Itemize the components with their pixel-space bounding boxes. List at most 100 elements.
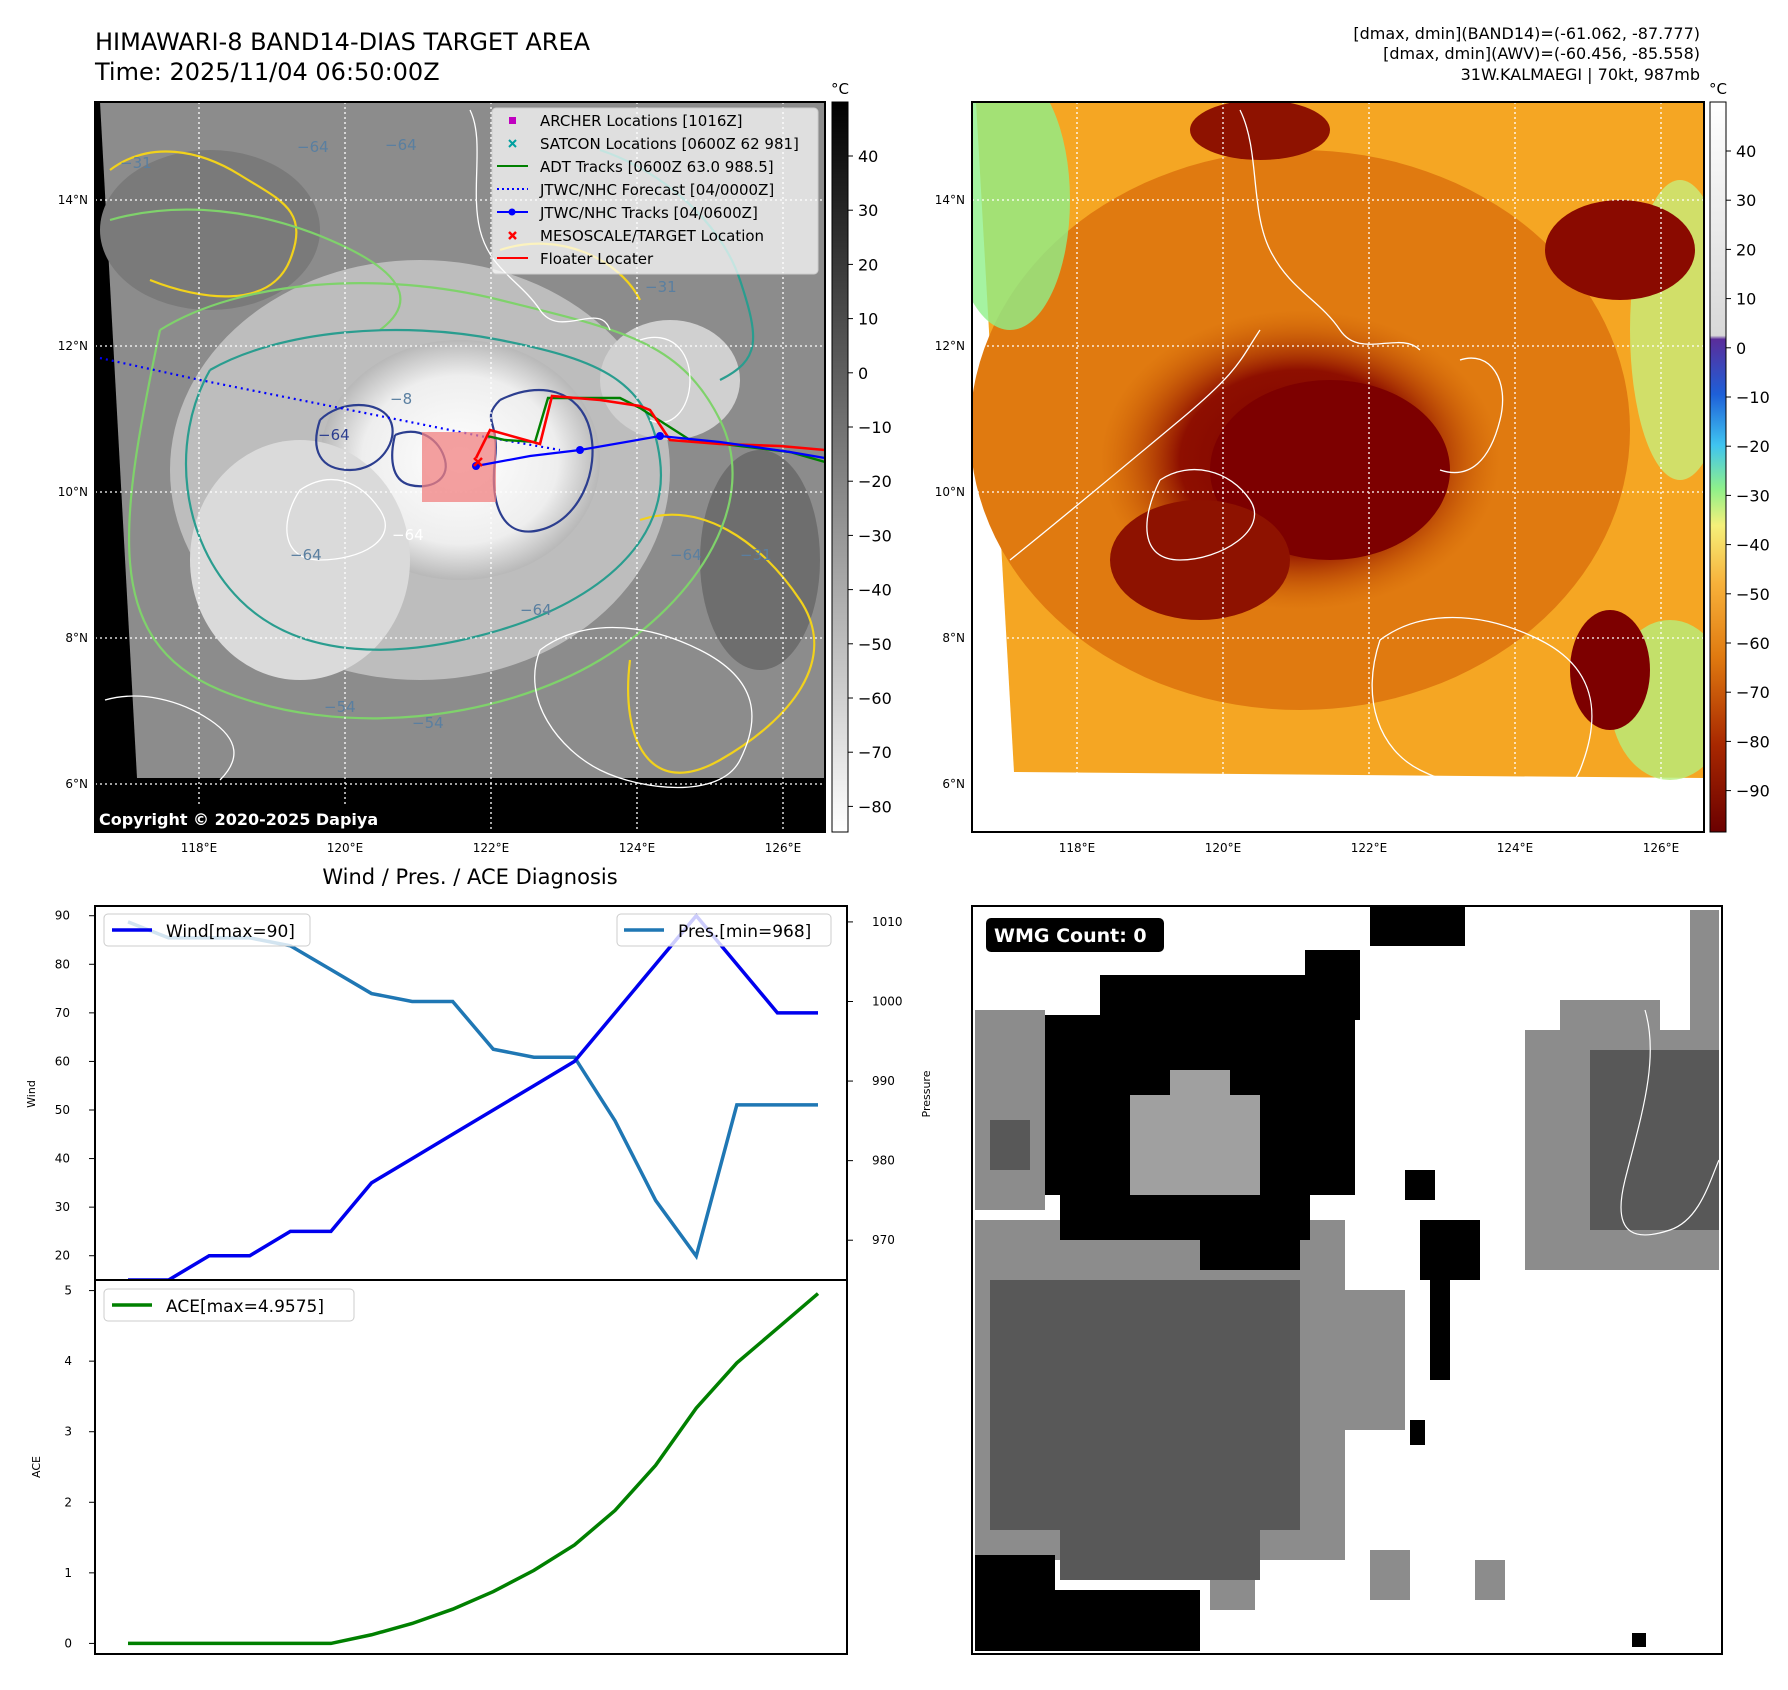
pressure-tick-label: 980 bbox=[872, 1154, 895, 1168]
copyright-bg bbox=[95, 806, 407, 832]
wv-colorbar-unit: °C bbox=[1709, 80, 1727, 98]
wv-colorbar: °C 40 30 20 10 0 −10 −20 −30 −40 −50 −60 −70 −80 −90 bbox=[1709, 80, 1770, 833]
contour-label: −64 bbox=[520, 601, 552, 619]
colorbar-tick-label: 40 bbox=[1736, 142, 1756, 161]
legend-label: Floater Locater bbox=[540, 250, 654, 268]
colorbar-tick-label: 0 bbox=[858, 364, 868, 383]
contour-green-1 bbox=[128, 282, 734, 720]
wmg-cell bbox=[1370, 1550, 1410, 1600]
wind-tick-label: 80 bbox=[55, 957, 70, 971]
ir-colorbar-ticks: 40 30 20 10 0 −10 −20 −30 −40 −50 −60 −70 −80 bbox=[848, 147, 892, 816]
wmg-cell bbox=[1690, 910, 1719, 1030]
legend-box bbox=[491, 107, 819, 275]
lon-tick-label: 120°E bbox=[327, 841, 364, 855]
legend-floater: Floater Locater bbox=[497, 250, 654, 268]
colorbar-tick-label: −40 bbox=[858, 581, 892, 600]
colorbar-tick-label: −50 bbox=[858, 635, 892, 654]
wmg-cell bbox=[1050, 1590, 1200, 1651]
contour-green-2 bbox=[109, 208, 402, 331]
colorbar-tick-label: 30 bbox=[858, 201, 878, 220]
lat-tick-label: 6°N bbox=[942, 777, 965, 791]
wind-tick-label: 50 bbox=[55, 1103, 70, 1117]
pressure-legend-label: Pres.[min=968] bbox=[678, 922, 811, 942]
coast-leyte bbox=[1439, 357, 1504, 474]
ir-lon-labels: 118°E 120°E 122°E 124°E 126°E bbox=[181, 841, 802, 855]
lon-tick-label: 118°E bbox=[1059, 841, 1096, 855]
wmg-cell bbox=[1130, 1095, 1260, 1195]
lon-tick-label: 122°E bbox=[1351, 841, 1388, 855]
pressure-legend: Pres.[min=968] bbox=[616, 913, 832, 947]
ir-legend: ARCHER Locations [1016Z] SATCON Location… bbox=[491, 107, 819, 275]
wmg-cell bbox=[1305, 950, 1360, 1020]
colorbar-tick-label: −80 bbox=[858, 797, 892, 816]
pressure-tick-label: 970 bbox=[872, 1233, 895, 1247]
colorbar-tick-label: −50 bbox=[1736, 585, 1770, 604]
ir-dry-slot bbox=[700, 450, 820, 670]
wv-dark-se bbox=[1570, 610, 1650, 730]
wmg-cell bbox=[975, 1010, 1045, 1210]
contour-label: −64 bbox=[385, 136, 417, 154]
ir-panel: −64 −64 −64 −64 −64 −64 −54 −54 −31 −31 … bbox=[94, 101, 826, 833]
ir-cold-cloud-west bbox=[190, 440, 410, 680]
colorbar-tick-label: 20 bbox=[858, 255, 878, 274]
wind-axis-label: Wind bbox=[25, 1080, 38, 1108]
wmg-cell bbox=[1405, 1170, 1435, 1200]
wmg-cell bbox=[1060, 1530, 1260, 1580]
legend-adt: ADT Tracks [0600Z 63.0 988.5] bbox=[497, 158, 774, 176]
wmg-cell bbox=[1100, 975, 1330, 1025]
legend-label: SATCON Locations [0600Z 62 981] bbox=[540, 135, 799, 153]
colorbar-tick-label: −60 bbox=[1736, 634, 1770, 653]
ace-frame bbox=[94, 1279, 848, 1655]
colorbar-tick-label: −20 bbox=[858, 472, 892, 491]
lon-tick-label: 126°E bbox=[1643, 841, 1680, 855]
lon-tick-label: 120°E bbox=[1205, 841, 1242, 855]
contour-label: −64 bbox=[392, 526, 424, 544]
ir-colorbar-unit: °C bbox=[831, 80, 849, 98]
dot-marker-icon bbox=[508, 208, 516, 216]
contour-label: −31 bbox=[740, 546, 772, 564]
pressure-yticks: 1010 1000 990 980 970 bbox=[847, 915, 903, 1247]
contour-label: −8 bbox=[390, 390, 412, 408]
wmg-cell bbox=[1430, 1270, 1450, 1380]
coast-panay bbox=[1146, 468, 1256, 561]
coast-panay bbox=[286, 478, 386, 561]
lat-tick-label: 8°N bbox=[65, 631, 88, 645]
contour-teal-1 bbox=[184, 328, 663, 651]
wmg-cell bbox=[1560, 1000, 1660, 1040]
pressure-axis-label: Pressure bbox=[920, 1070, 933, 1117]
wv-dark-sw bbox=[1110, 500, 1290, 620]
wind-pressure-frame bbox=[94, 905, 848, 1281]
colorbar-tick-label: −80 bbox=[1736, 732, 1770, 751]
wv-frame bbox=[971, 101, 1705, 833]
wmg-cells bbox=[975, 906, 1719, 1651]
coast-mindanao bbox=[1371, 616, 1593, 799]
colorbar-tick-label: −40 bbox=[1736, 536, 1770, 555]
wmg-cell bbox=[990, 1120, 1030, 1170]
legend-mesoscale: MESOSCALE/TARGET Location bbox=[508, 227, 764, 245]
coast-luzon bbox=[1239, 109, 1421, 351]
ace-legend: ACE[max=4.9575] bbox=[103, 1288, 355, 1322]
wv-coastlines bbox=[1009, 109, 1593, 799]
colorbar-tick-label: −90 bbox=[1736, 782, 1770, 801]
wmg-panel: WMG Count: 0 bbox=[971, 905, 1723, 1655]
ir-lat-labels: 14°N 12°N 10°N 8°N 6°N bbox=[58, 193, 88, 791]
colorbar-tick-label: 10 bbox=[858, 310, 878, 329]
lon-tick-label: 122°E bbox=[473, 841, 510, 855]
wind-yticks: 90 80 70 60 50 40 30 20 bbox=[55, 909, 95, 1263]
wmg-cell bbox=[1200, 1230, 1300, 1270]
colorbar-tick-label: −30 bbox=[858, 526, 892, 545]
lat-tick-label: 10°N bbox=[58, 485, 88, 499]
wmg-cell bbox=[1590, 1050, 1719, 1230]
ace-tick-label: 3 bbox=[64, 1425, 72, 1439]
copyright: Copyright © 2020-2025 Dapiya bbox=[99, 810, 378, 829]
pressure-legend-box bbox=[616, 913, 832, 947]
wv-panel bbox=[971, 101, 1705, 833]
contour-label: −31 bbox=[645, 278, 677, 296]
wv-colorbar-bar bbox=[1709, 101, 1727, 833]
wmg-badge-bg bbox=[986, 918, 1164, 952]
main-title-line2: Time: 2025/11/04 06:50:00Z bbox=[94, 58, 440, 86]
contour-darkblue-1 bbox=[315, 403, 394, 472]
ace-tick-label: 0 bbox=[64, 1636, 72, 1650]
main-title-line1: HIMAWARI-8 BAND14-DIAS TARGET AREA bbox=[95, 28, 591, 56]
